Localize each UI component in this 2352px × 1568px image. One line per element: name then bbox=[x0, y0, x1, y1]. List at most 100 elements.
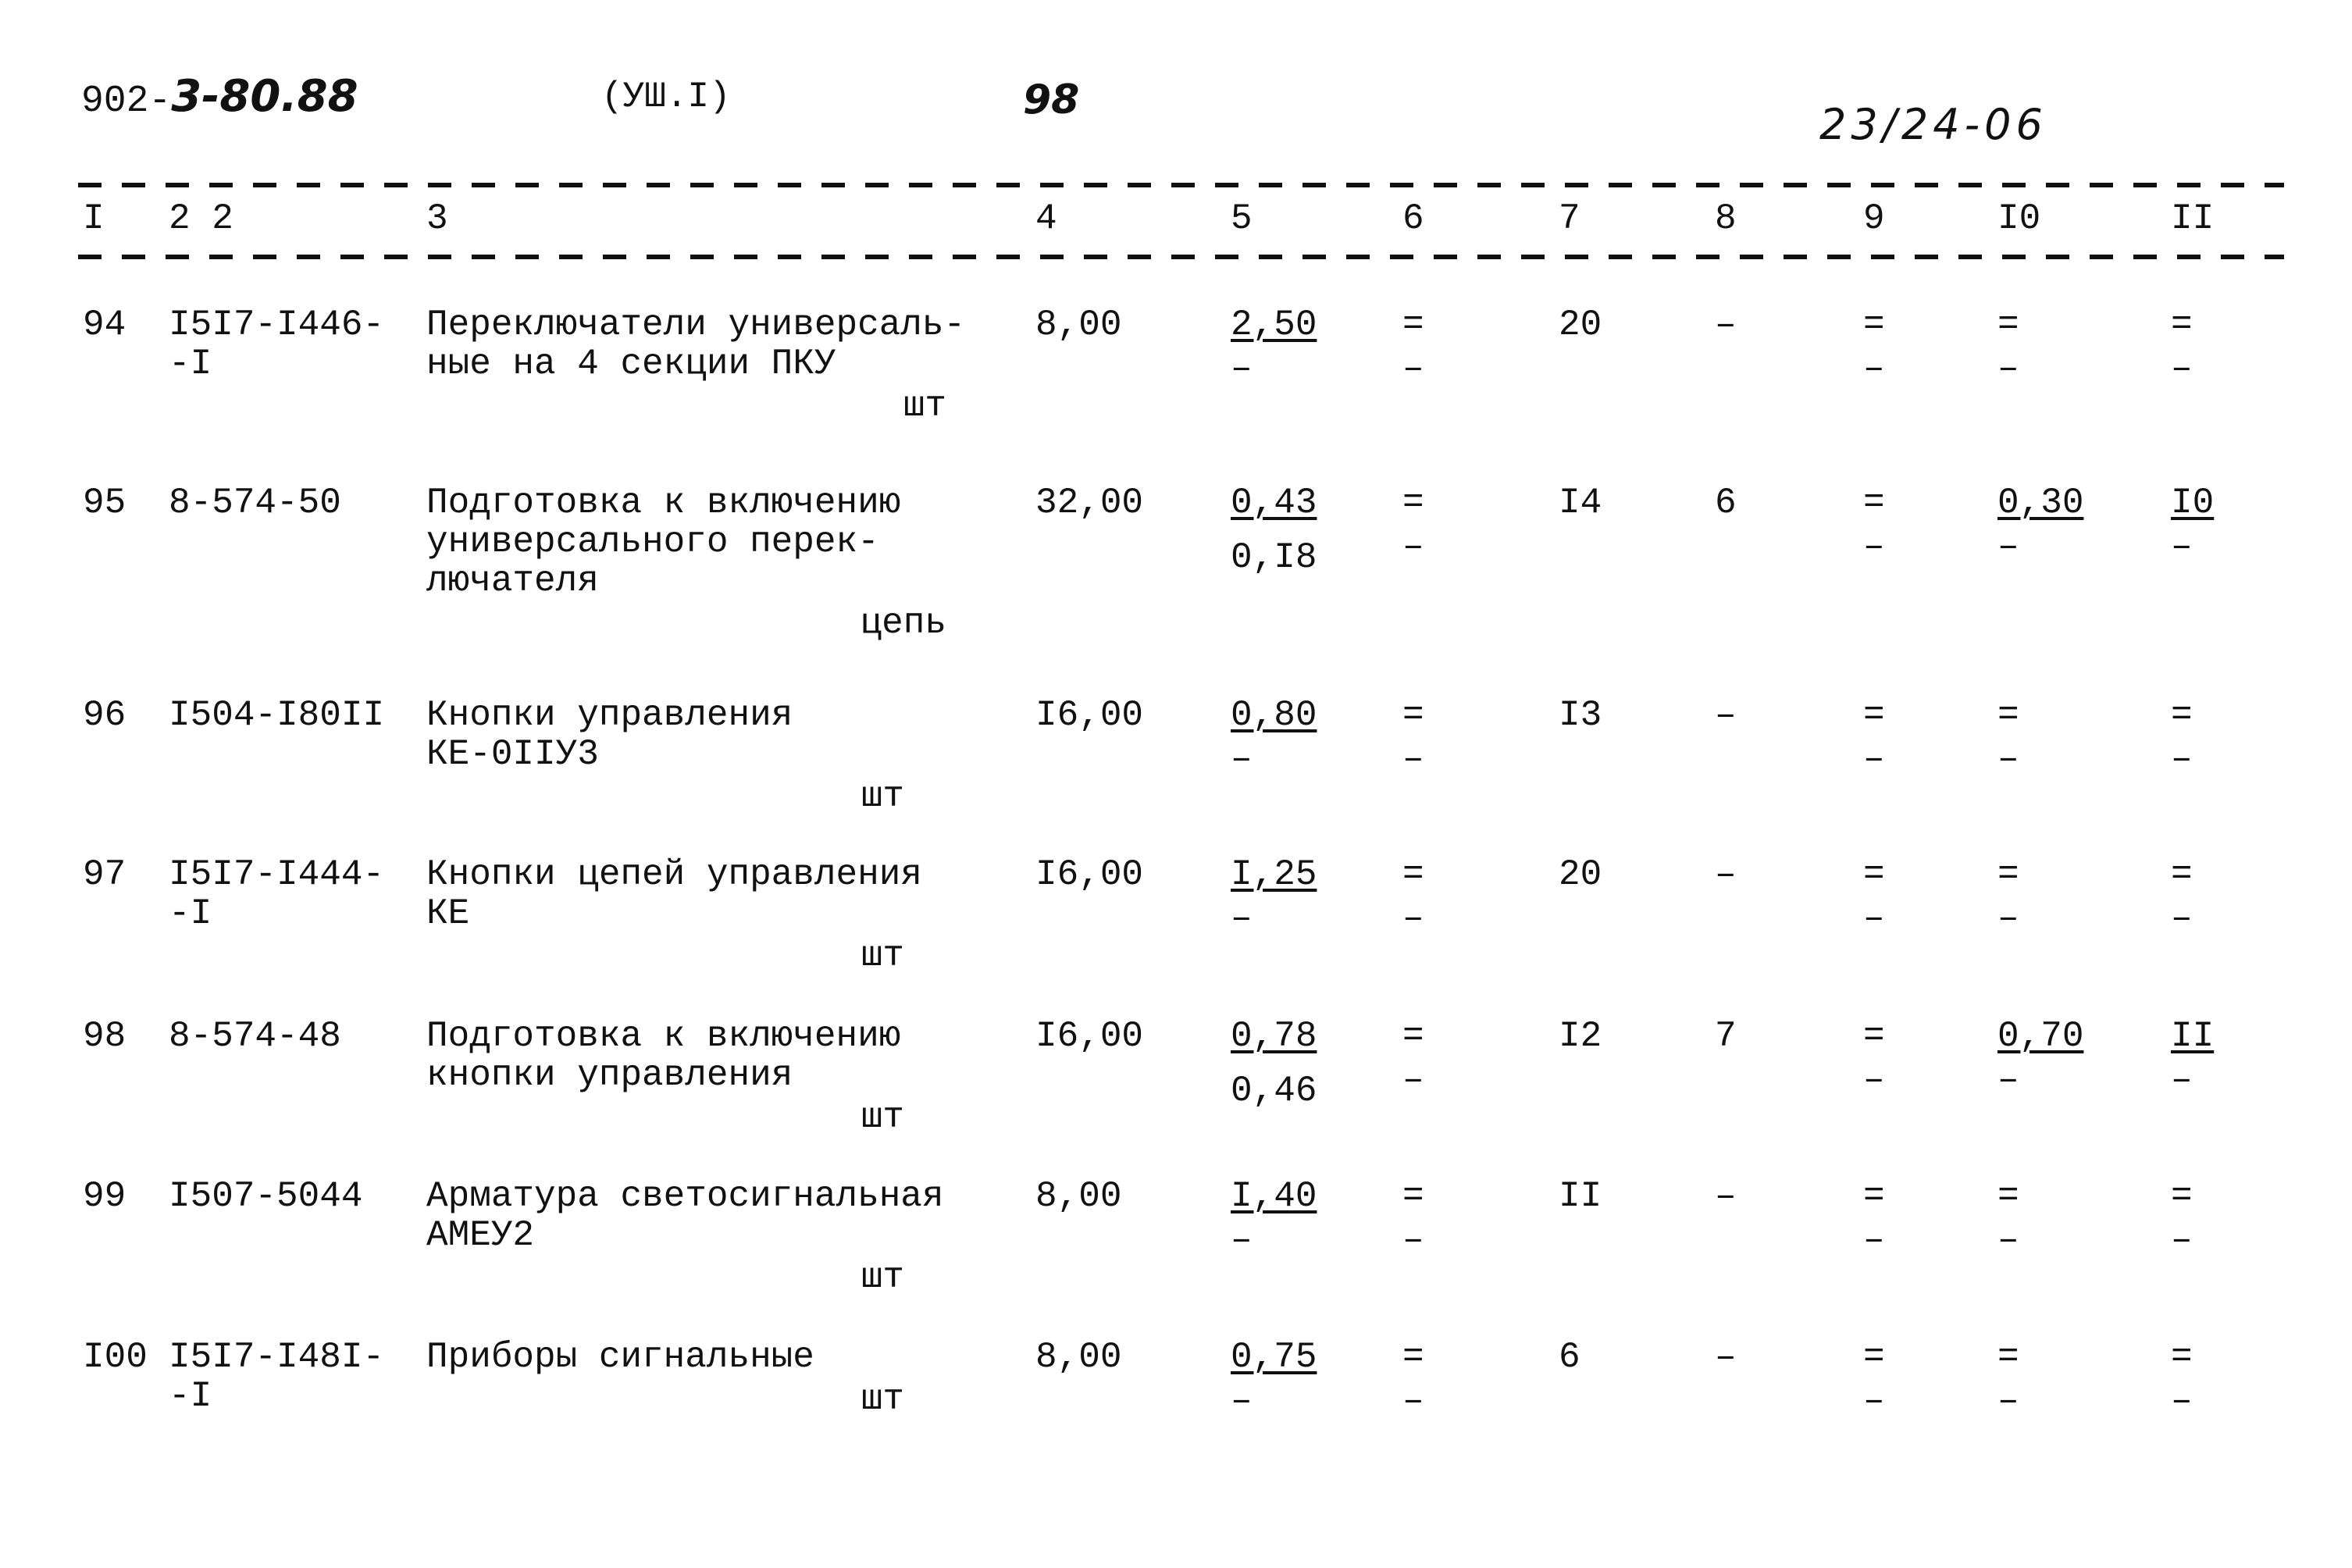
row-number: 94 bbox=[83, 305, 127, 345]
cell-c5-top: 2,50 bbox=[1231, 305, 1317, 345]
cell-c10-top: = bbox=[1997, 1176, 2019, 1217]
header-bottom-rule bbox=[78, 255, 2284, 259]
cell-c10-top: = bbox=[1997, 695, 2019, 736]
item-code: I504-I80II bbox=[169, 695, 385, 736]
item-code: I5I7-I444- bbox=[169, 854, 385, 895]
item-code: -I bbox=[169, 1376, 212, 1417]
row-number: 95 bbox=[83, 483, 127, 523]
cell-c6-bottom: – bbox=[1402, 1220, 1424, 1260]
cell-c7: I4 bbox=[1559, 483, 1602, 523]
cell-c10-bottom: – bbox=[1997, 1220, 2019, 1260]
cell-c10-bottom: – bbox=[1997, 1381, 2019, 1421]
item-description: Подготовка к включению bbox=[426, 483, 901, 523]
item-code: I507-5044 bbox=[169, 1176, 363, 1217]
doc-code-typed: 902- bbox=[81, 80, 172, 123]
cell-c9-top: = bbox=[1863, 483, 1885, 523]
cell-c11-bottom: – bbox=[2171, 1060, 2193, 1100]
cell-c5-bottom: – bbox=[1231, 1381, 1253, 1421]
cell-c5-bottom: 0,I8 bbox=[1231, 537, 1317, 578]
column-header: I0 bbox=[1997, 198, 2041, 239]
unit-label: шт bbox=[861, 776, 904, 817]
quantity: 8,00 bbox=[1035, 305, 1122, 345]
cell-c9-top: = bbox=[1863, 1176, 1885, 1217]
row-number: 97 bbox=[83, 854, 127, 895]
cell-c10-top: = bbox=[1997, 1337, 2019, 1377]
section-label: (УШ.I) bbox=[601, 77, 731, 117]
doc-code: 902-3-80.88 bbox=[81, 72, 358, 127]
cell-c9-top: = bbox=[1863, 305, 1885, 345]
item-description: Приборы сигнальные bbox=[426, 1337, 814, 1377]
quantity: I6,00 bbox=[1035, 1016, 1144, 1057]
cell-c11-bottom: – bbox=[2171, 526, 2193, 567]
cell-c7: 20 bbox=[1559, 854, 1602, 895]
cell-c11-top: = bbox=[2171, 695, 2193, 736]
cell-c5-top: 0,75 bbox=[1231, 1337, 1317, 1377]
row-number: 99 bbox=[83, 1176, 127, 1217]
cell-c6-top: = bbox=[1402, 695, 1424, 736]
cell-c5-bottom: – bbox=[1231, 1220, 1253, 1260]
cell-c5-top: 0,43 bbox=[1231, 483, 1317, 523]
cell-c10-bottom: – bbox=[1997, 1060, 2019, 1100]
page-number: 98 bbox=[1023, 77, 1080, 123]
item-description: кнопки управления bbox=[426, 1055, 793, 1096]
cell-c9-top: = bbox=[1863, 1337, 1885, 1377]
quantity: 8,00 bbox=[1035, 1176, 1122, 1217]
cell-c7: 6 bbox=[1559, 1337, 1580, 1377]
cell-c6-bottom: – bbox=[1402, 1060, 1424, 1100]
item-description: Кнопки цепей управления bbox=[426, 854, 922, 895]
cell-c6-top: = bbox=[1402, 305, 1424, 345]
cell-c9-bottom: – bbox=[1863, 1060, 1885, 1100]
cell-c6-top: = bbox=[1402, 854, 1424, 895]
item-description: Арматура светосигнальная bbox=[426, 1176, 944, 1217]
cell-c6-top: = bbox=[1402, 1016, 1424, 1057]
cell-c11-top: = bbox=[2171, 1337, 2193, 1377]
cell-c5-top: I,25 bbox=[1231, 854, 1317, 895]
cell-c10-top: 0,70 bbox=[1997, 1016, 2084, 1057]
cell-c6-bottom: – bbox=[1402, 348, 1424, 389]
column-header: 5 bbox=[1231, 198, 1253, 239]
item-code: I5I7-I446- bbox=[169, 305, 385, 345]
cell-c10-bottom: – bbox=[1997, 898, 2019, 939]
cell-c7: I3 bbox=[1559, 695, 1602, 736]
unit-label: шт bbox=[861, 1097, 904, 1138]
row-number: 98 bbox=[83, 1016, 127, 1057]
cell-c6-top: = bbox=[1402, 1337, 1424, 1377]
quantity: I6,00 bbox=[1035, 854, 1144, 895]
cell-c5-top: 0,78 bbox=[1231, 1016, 1317, 1057]
cell-c8: – bbox=[1715, 695, 1737, 736]
cell-c5-bottom: – bbox=[1231, 898, 1253, 939]
item-code: 8-574-48 bbox=[169, 1016, 341, 1057]
cell-c11-top: = bbox=[2171, 1176, 2193, 1217]
cell-c6-top: = bbox=[1402, 1176, 1424, 1217]
quantity: 8,00 bbox=[1035, 1337, 1122, 1377]
unit-label: шт bbox=[861, 935, 904, 976]
column-header: II bbox=[2171, 198, 2215, 239]
item-description: ные на 4 секции ПКУ bbox=[426, 344, 836, 384]
column-header: I bbox=[83, 198, 105, 239]
item-description: АМЕУ2 bbox=[426, 1215, 535, 1256]
cell-c8: 6 bbox=[1715, 483, 1737, 523]
cell-c5-bottom: – bbox=[1231, 739, 1253, 779]
cell-c6-bottom: – bbox=[1402, 1381, 1424, 1421]
cell-c6-bottom: – bbox=[1402, 898, 1424, 939]
cell-c8: – bbox=[1715, 1337, 1737, 1377]
cell-c6-top: = bbox=[1402, 483, 1424, 523]
item-description: универсального перек- bbox=[426, 522, 879, 562]
cell-c9-top: = bbox=[1863, 1016, 1885, 1057]
cell-c5-top: I,40 bbox=[1231, 1176, 1317, 1217]
cell-c9-bottom: – bbox=[1863, 739, 1885, 779]
item-description: КЕ-0IIУ3 bbox=[426, 734, 599, 775]
item-code: I5I7-I48I- bbox=[169, 1337, 385, 1377]
column-header: 9 bbox=[1863, 198, 1885, 239]
cell-c6-bottom: – bbox=[1402, 739, 1424, 779]
cell-c5-bottom: – bbox=[1231, 348, 1253, 389]
quantity: 32,00 bbox=[1035, 483, 1144, 523]
cell-c9-top: = bbox=[1863, 695, 1885, 736]
cell-c10-top: 0,30 bbox=[1997, 483, 2084, 523]
cell-c9-bottom: – bbox=[1863, 526, 1885, 567]
cell-c9-bottom: – bbox=[1863, 348, 1885, 389]
item-code: -I bbox=[169, 344, 212, 384]
cell-c10-bottom: – bbox=[1997, 526, 2019, 567]
cell-c5-bottom: 0,46 bbox=[1231, 1071, 1317, 1111]
cell-c11-top: = bbox=[2171, 305, 2193, 345]
